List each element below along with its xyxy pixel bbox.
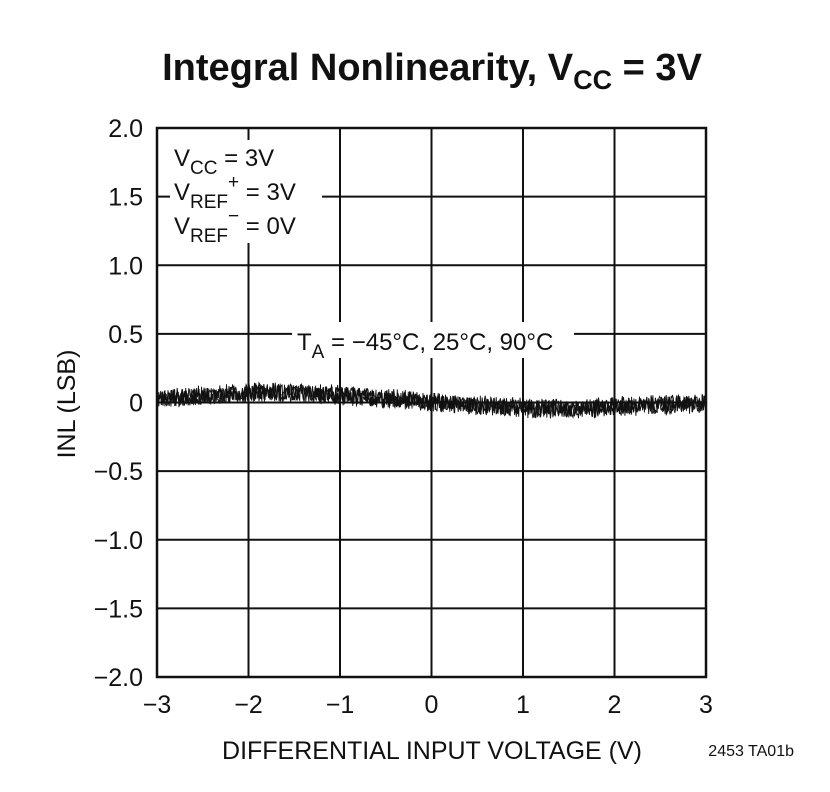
temperature-annotation-subscript: A (312, 342, 325, 363)
data-traces (156, 381, 707, 419)
x-tick-label: −2 (234, 691, 263, 719)
y-tick-label: −2.0 (94, 664, 143, 692)
y-tick-label: 1.0 (108, 252, 143, 280)
figure-id: 2453 TA01b (708, 743, 794, 760)
x-tick-label: −3 (143, 691, 172, 719)
y-axis-label: INL (LSB) (53, 350, 81, 459)
x-tick-label: 1 (516, 691, 530, 719)
x-axis-ticks: −3 −2 −1 0 1 2 3 (143, 691, 713, 719)
temperature-annotation-rest: = −45°C, 25°C, 90°C (324, 329, 553, 356)
x-tick-label: −1 (326, 691, 355, 719)
y-tick-label: −1.0 (94, 527, 143, 555)
x-tick-label: 0 (425, 691, 439, 719)
y-tick-label: −1.5 (94, 595, 143, 623)
y-tick-label: −0.5 (94, 458, 143, 486)
plot-frame (155, 126, 708, 679)
x-tick-label: 2 (608, 691, 622, 719)
condition-line-2: VREF− = 0V (174, 206, 296, 247)
temperature-annotation-text: TA = −45°C, 25°C, 90°C (297, 329, 553, 363)
x-tick-label: 3 (699, 691, 713, 719)
condition-line-0: VCC = 3V (174, 145, 274, 179)
condition-line-1: VREF+ = 3V (174, 172, 296, 213)
y-tick-label: 0.5 (108, 321, 143, 349)
inl-trace-3 (156, 381, 707, 419)
temperature-annotation-main: T (297, 329, 312, 356)
chart-title-main: Integral Nonlinearity, V (162, 47, 574, 89)
chart-title: Integral Nonlinearity, VCC = 3V (162, 47, 702, 95)
y-tick-label: 1.5 (108, 184, 143, 212)
chart-title-rest: = 3V (612, 47, 702, 89)
inl-trace-1 (156, 382, 707, 418)
y-tick-label: 0 (129, 390, 143, 418)
y-axis-ticks: 2.0 1.5 1.0 0.5 0 −0.5 −1.0 −1.5 −2.0 (94, 115, 143, 692)
temperature-annotation-background (292, 322, 574, 358)
y-tick-label: 2.0 (108, 115, 143, 143)
temperature-annotation: TA = −45°C, 25°C, 90°C (292, 322, 574, 363)
x-axis-label: DIFFERENTIAL INPUT VOLTAGE (V) (222, 737, 642, 765)
chart-title-subscript: CC (573, 65, 612, 95)
conditions-background (170, 140, 322, 243)
